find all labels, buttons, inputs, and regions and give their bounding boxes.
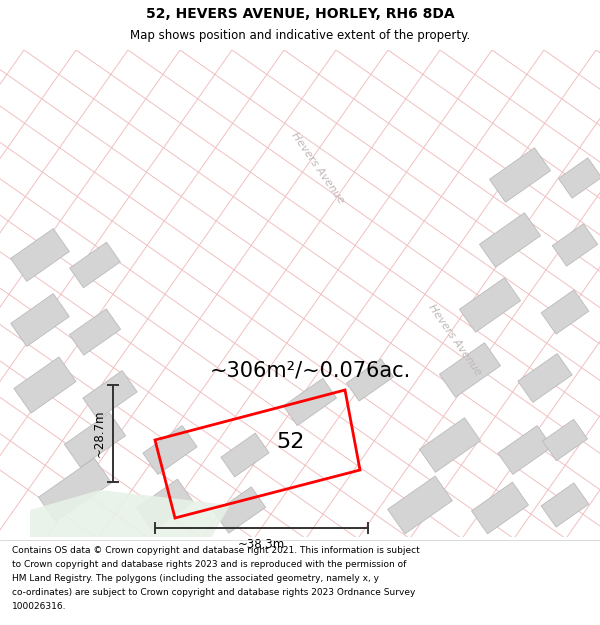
Text: 100026316.: 100026316. — [12, 602, 67, 611]
Polygon shape — [541, 483, 589, 527]
Text: co-ordinates) are subject to Crown copyright and database rights 2023 Ordnance S: co-ordinates) are subject to Crown copyr… — [12, 588, 415, 597]
Polygon shape — [552, 224, 598, 266]
Polygon shape — [472, 482, 529, 534]
Polygon shape — [490, 148, 551, 202]
Text: ~28.7m: ~28.7m — [92, 410, 106, 458]
Polygon shape — [11, 294, 70, 346]
Text: Contains OS data © Crown copyright and database right 2021. This information is : Contains OS data © Crown copyright and d… — [12, 546, 420, 555]
Polygon shape — [38, 458, 112, 522]
Text: ~38.3m: ~38.3m — [238, 538, 285, 551]
Polygon shape — [136, 479, 194, 531]
Polygon shape — [221, 433, 269, 477]
Polygon shape — [388, 476, 452, 534]
Polygon shape — [346, 359, 394, 401]
Polygon shape — [70, 242, 121, 288]
Text: 52: 52 — [276, 432, 304, 452]
Polygon shape — [64, 412, 125, 468]
Polygon shape — [518, 354, 572, 402]
Polygon shape — [283, 378, 337, 426]
Polygon shape — [460, 278, 521, 332]
Polygon shape — [541, 290, 589, 334]
Text: Hevers Avenue: Hevers Avenue — [427, 302, 484, 378]
Text: Map shows position and indicative extent of the property.: Map shows position and indicative extent… — [130, 29, 470, 42]
Polygon shape — [479, 213, 541, 268]
Polygon shape — [70, 309, 121, 355]
Polygon shape — [30, 490, 230, 540]
Text: 52, HEVERS AVENUE, HORLEY, RH6 8DA: 52, HEVERS AVENUE, HORLEY, RH6 8DA — [146, 7, 454, 21]
Polygon shape — [83, 371, 137, 419]
Text: Hevers Avenue: Hevers Avenue — [290, 131, 346, 206]
Polygon shape — [14, 357, 76, 413]
Polygon shape — [542, 419, 587, 461]
Text: HM Land Registry. The polygons (including the associated geometry, namely x, y: HM Land Registry. The polygons (includin… — [12, 574, 379, 583]
Polygon shape — [419, 418, 481, 472]
Text: ~306m²/~0.076ac.: ~306m²/~0.076ac. — [210, 360, 411, 380]
Polygon shape — [498, 426, 552, 474]
Text: to Crown copyright and database rights 2023 and is reproduced with the permissio: to Crown copyright and database rights 2… — [12, 560, 406, 569]
Polygon shape — [11, 229, 70, 281]
Polygon shape — [143, 426, 197, 474]
Polygon shape — [214, 487, 266, 533]
Polygon shape — [439, 342, 500, 398]
Polygon shape — [559, 158, 600, 198]
